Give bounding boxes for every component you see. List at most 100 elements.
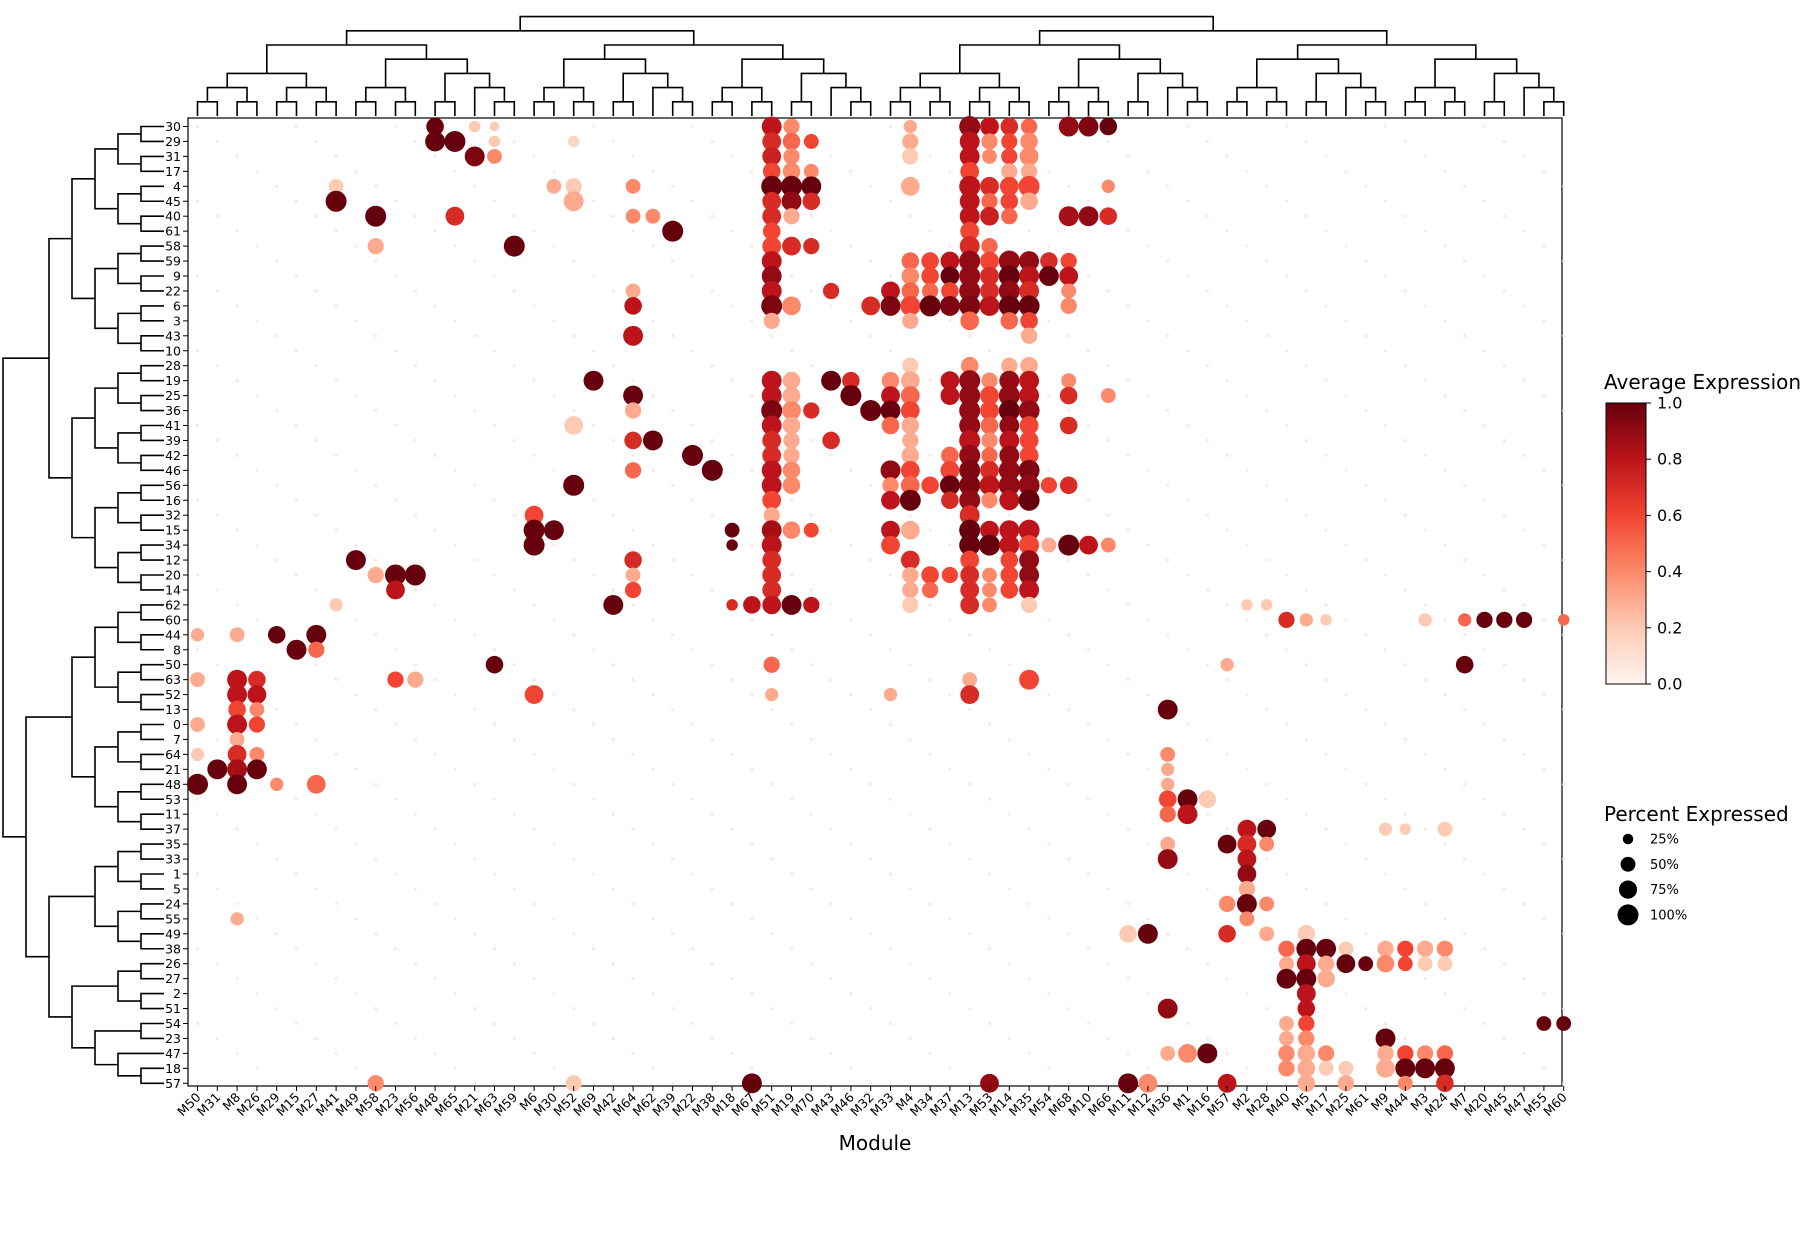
bg-dot [928,229,932,233]
bg-dot [690,722,695,727]
bg-dot [1047,767,1051,771]
size-legend-dot [1617,904,1639,926]
bg-dot [1562,408,1566,413]
bg-dot [552,618,556,622]
bg-dot [1146,543,1150,547]
bg-dot [908,1036,912,1041]
bg-dot [1542,468,1546,472]
bg-dot [1423,752,1427,757]
dot-45-M13 [959,191,980,212]
y-tick-label: 39 [165,433,181,448]
bg-dot [1522,229,1526,233]
bg-dot [928,827,932,831]
row-dendro-link [140,992,164,1010]
bg-dot [789,1021,794,1026]
bg-dot [492,722,497,727]
bg-dot [1245,767,1249,771]
dot-53-M1 [1177,789,1198,810]
bg-dot [1245,468,1249,472]
dot-4-M66 [1101,179,1115,193]
row-dendro-link [140,125,164,143]
bg-dot [1562,1006,1566,1011]
dot-6-M32 [861,296,881,316]
bg-dot [413,663,417,667]
bg-dot [255,1066,259,1070]
dot-58-M53 [981,237,998,255]
bg-dot [1185,722,1190,727]
bg-dot [710,887,714,891]
y-tick-label: 60 [165,612,181,627]
bg-dot [591,349,596,353]
bg-dot [433,154,437,158]
bg-dot [1463,334,1467,338]
bg-dot [393,274,398,278]
bg-dot [1482,1021,1487,1026]
bg-dot [1403,438,1407,443]
dot-1-M2 [1237,864,1257,884]
bg-dot [215,812,219,816]
bg-dot [849,543,853,547]
dot-18-M9 [1376,1058,1395,1078]
dot-56-M19 [782,476,801,495]
bg-dot [1166,633,1170,637]
dot-22-M37 [941,282,959,300]
bg-dot [453,618,457,622]
bg-dot [195,199,200,203]
dot-45-M53 [981,193,998,210]
bg-dot [987,349,992,353]
bg-dot [1205,289,1209,293]
bg-dot [730,154,734,158]
dot-29-M13 [959,131,980,152]
bg-dot [235,229,239,233]
bg-dot [1126,379,1130,383]
bg-dot [1304,737,1308,742]
dot-20-M53 [982,567,997,583]
dot-62-M13 [960,595,980,615]
y-tick-label: 41 [165,418,181,433]
bg-dot [1007,962,1011,966]
bg-dot [433,603,437,607]
dot-35-M2 [1237,834,1257,854]
dot-19-M13 [959,370,981,392]
bg-dot [275,184,279,188]
dot-41-M33 [881,416,900,435]
bg-dot [1364,707,1368,712]
bg-dot [1067,334,1071,338]
bg-dot [770,932,774,936]
y-tick-label: 10 [165,343,181,358]
dot-41-M53 [980,416,999,435]
bg-dot [928,902,932,906]
col-dendro-link [1127,101,1149,116]
dot-26-M24 [1437,956,1453,972]
bg-dot [1383,872,1388,876]
dot-39-M35 [1019,431,1039,450]
bg-dot [1383,199,1388,203]
dot-49-M57 [1218,925,1236,943]
bg-dot [671,782,675,786]
bg-dot [1443,319,1447,323]
y-tick-label: 25 [165,388,181,403]
dot-22-M13 [959,280,981,302]
dot-63-M56 [407,671,424,688]
bg-dot [1423,678,1427,682]
y-tick-label: 34 [165,538,181,553]
bg-dot [849,842,853,846]
dot-36-M4 [900,401,920,420]
bg-dot [1027,977,1031,981]
bg-dot [1522,379,1526,383]
bg-dot [888,199,893,203]
dot-18-M25 [1338,1060,1354,1076]
dot-63-M8 [227,669,248,690]
bg-dot [512,438,516,443]
bg-dot [255,244,259,248]
col-dendro-link [1364,101,1387,116]
bg-dot [1284,872,1289,876]
bg-dot [275,558,279,562]
dot-45-M52 [563,191,584,212]
dot-26-M61 [1358,956,1374,972]
bg-dot [294,872,299,876]
dot-19-M53 [981,372,998,389]
bg-dot [275,1006,279,1011]
col-dendro-link [394,101,417,116]
col-dendro-link [572,101,595,116]
